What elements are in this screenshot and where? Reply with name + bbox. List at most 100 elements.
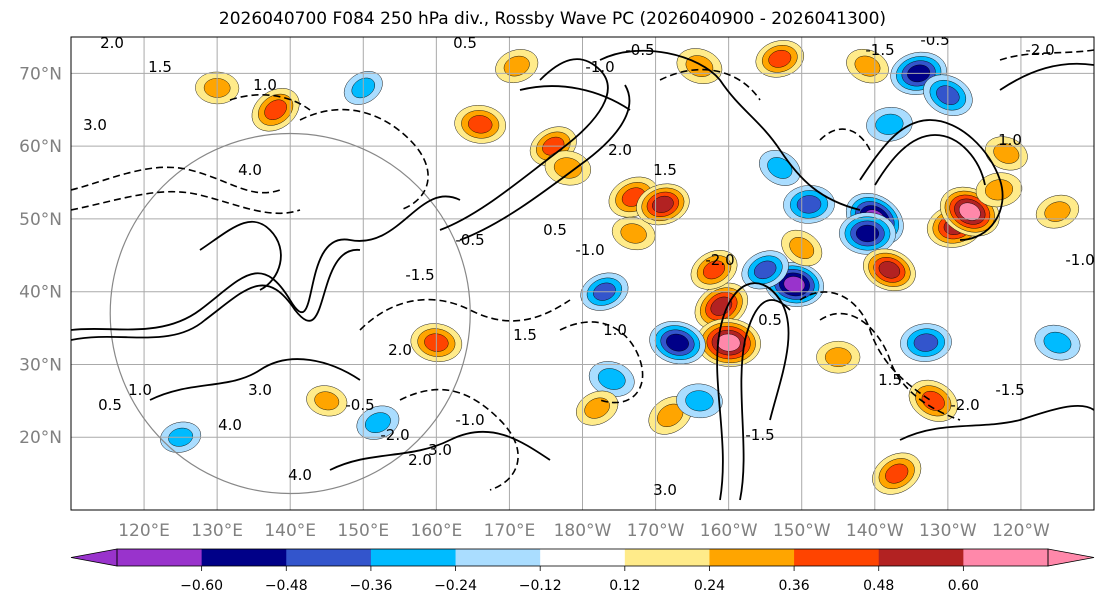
contour-line-positive bbox=[999, 62, 1094, 91]
contour-line-positive bbox=[716, 282, 790, 501]
divergence-blob bbox=[816, 340, 861, 374]
colorbar-segment bbox=[624, 549, 710, 566]
contour-label: 1.0 bbox=[128, 381, 152, 399]
divergence-blob bbox=[908, 379, 958, 422]
colorbar-segment bbox=[370, 549, 457, 566]
colorbar-segment bbox=[540, 549, 626, 566]
contour-label: 1.5 bbox=[148, 58, 172, 76]
x-tick-label: 130°E bbox=[191, 521, 243, 541]
contour-line-positive bbox=[71, 195, 461, 331]
contour-line-positive bbox=[599, 49, 861, 211]
colorbar-tick-label: −0.24 bbox=[434, 578, 477, 594]
colorbar-frame bbox=[116, 548, 1049, 567]
divergence-blob bbox=[588, 361, 635, 397]
contour-label: -1.0 bbox=[575, 241, 604, 259]
colorbar-segment bbox=[286, 549, 372, 566]
y-tick-label: 70°N bbox=[19, 64, 62, 84]
x-axis-ticks: 120°E 130°E 140°E 150°E 160°E 170°E 180°W 170°W… bbox=[118, 521, 1050, 541]
contour-label: 2.0 bbox=[408, 451, 432, 469]
contour-line-positive bbox=[874, 134, 986, 186]
contour-line-positive bbox=[329, 430, 551, 471]
divergence-blob bbox=[1034, 324, 1081, 361]
x-tick-label: 140°W bbox=[846, 521, 904, 541]
x-tick-label: 160°W bbox=[700, 521, 758, 541]
divergence-blob bbox=[862, 248, 916, 292]
contour-label: 2.0 bbox=[388, 341, 412, 359]
contour-label: 3.0 bbox=[653, 481, 677, 499]
colorbar-segment bbox=[878, 549, 964, 566]
divergence-blob bbox=[649, 321, 706, 365]
divergence-blob bbox=[576, 390, 619, 426]
contour-label: 3.0 bbox=[428, 441, 452, 459]
x-tick-label: 160°E bbox=[411, 521, 463, 541]
colorbar-segment bbox=[794, 549, 880, 566]
divergence-blob bbox=[975, 172, 1023, 208]
colorbar-segment bbox=[117, 549, 203, 566]
colorbar: −0.60 −0.48 −0.36 −0.24 −0.12 0.12 0.24 0.36 0.4… bbox=[70, 548, 1095, 594]
colorbar-extend-high bbox=[1047, 548, 1095, 567]
divergence-blob bbox=[838, 212, 896, 255]
contour-label: 1.0 bbox=[603, 321, 627, 339]
divergence-blob bbox=[741, 250, 789, 290]
contour-line-positive bbox=[149, 358, 361, 401]
contour-line-negative bbox=[559, 321, 644, 404]
contour-labels: 2.0 1.5 1.0 0.5 -0.5 -1.0 -1.5 -2.0 3.0 4.0 2.0 1.5… bbox=[83, 37, 1094, 499]
contour-label: -0.5 bbox=[455, 231, 484, 249]
contour-label: -0.5 bbox=[345, 396, 374, 414]
colorbar-segment bbox=[455, 549, 541, 566]
contour-label: 4.0 bbox=[288, 466, 312, 484]
contour-label: -1.0 bbox=[585, 58, 614, 76]
contour-label: 3.0 bbox=[83, 116, 107, 134]
contour-line-positive bbox=[439, 58, 609, 231]
contour-label: 4.0 bbox=[218, 416, 242, 434]
colorbar-extend-low bbox=[70, 548, 118, 567]
contour-line-positive bbox=[199, 220, 282, 291]
x-tick-label: 140°E bbox=[264, 521, 316, 541]
rossby-wave-contours bbox=[71, 49, 1094, 501]
y-tick-label: 30°N bbox=[19, 355, 62, 375]
contour-line-negative bbox=[819, 128, 871, 151]
divergence-blob bbox=[866, 107, 913, 142]
contour-label: -1.0 bbox=[455, 411, 484, 429]
contour-label: 1.5 bbox=[513, 326, 537, 344]
divergence-blob bbox=[544, 150, 592, 186]
contour-line-negative bbox=[359, 298, 571, 331]
y-tick-label: 40°N bbox=[19, 283, 62, 303]
colorbar-tick-label: −0.60 bbox=[180, 578, 223, 594]
contour-label: 0.5 bbox=[543, 221, 567, 239]
contour-label: 3.0 bbox=[248, 381, 272, 399]
contour-line-positive bbox=[899, 405, 1094, 441]
colorbar-tick-label: −0.36 bbox=[349, 578, 392, 594]
contour-line-negative bbox=[229, 94, 311, 111]
colorbar-tick-label: −0.12 bbox=[519, 578, 562, 594]
contour-label: -2.0 bbox=[705, 251, 734, 269]
contour-label: 1.5 bbox=[653, 161, 677, 179]
colorbar-tick-label: 0.12 bbox=[609, 578, 640, 594]
contour-label: 0.5 bbox=[758, 311, 782, 329]
divergence-blob bbox=[900, 323, 952, 362]
colorbar-tick-label: 0.36 bbox=[779, 578, 810, 594]
contour-label: 1.0 bbox=[998, 131, 1022, 149]
contour-label: 2.0 bbox=[608, 141, 632, 159]
contour-label: -1.5 bbox=[745, 426, 774, 444]
contour-line-negative bbox=[299, 108, 429, 211]
divergence-blob bbox=[690, 250, 738, 290]
divergence-blob bbox=[306, 385, 348, 417]
divergence-blob bbox=[759, 150, 801, 186]
contour-line-negative bbox=[659, 68, 761, 101]
colorbar-segment bbox=[963, 549, 1049, 566]
contour-line-negative bbox=[819, 312, 961, 421]
divergence-blob bbox=[676, 48, 723, 84]
x-tick-label: 170°W bbox=[627, 521, 685, 541]
colorbar-tick-label: 0.48 bbox=[863, 578, 894, 594]
contour-label: 4.0 bbox=[238, 161, 262, 179]
contour-line-negative bbox=[999, 49, 1094, 61]
divergence-blob bbox=[611, 216, 656, 251]
y-axis-ticks: 20°N 30°N 40°N 50°N 60°N 70°N bbox=[19, 64, 62, 448]
y-tick-label: 60°N bbox=[19, 137, 62, 157]
x-tick-label: 130°W bbox=[919, 521, 977, 541]
x-tick-label: 170°E bbox=[484, 521, 536, 541]
contour-label: -1.5 bbox=[865, 41, 894, 59]
y-tick-label: 50°N bbox=[19, 210, 62, 230]
